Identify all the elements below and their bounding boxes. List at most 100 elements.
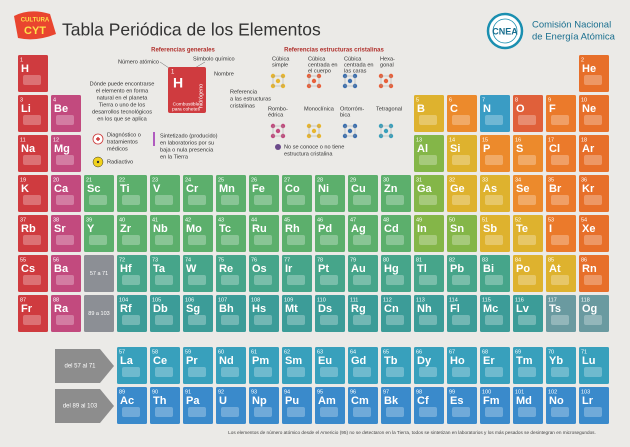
element-cell xyxy=(513,95,543,132)
legend-label: Número atómico xyxy=(118,59,159,65)
element-cell xyxy=(546,295,576,332)
element-cell xyxy=(216,295,246,332)
atomic-number: 15 xyxy=(482,137,488,143)
legend-label: Tierra o uno de los xyxy=(99,102,146,108)
element-symbol: Os xyxy=(252,263,267,275)
element-image xyxy=(122,275,140,285)
element-cell xyxy=(579,175,609,212)
element-image xyxy=(155,367,173,377)
element-image xyxy=(518,115,536,125)
element-symbol: Eu xyxy=(318,355,332,367)
element-cell xyxy=(216,387,246,424)
atomic-number: 4 xyxy=(53,97,56,103)
element-image xyxy=(518,275,536,285)
element-image xyxy=(23,155,41,165)
element-image xyxy=(452,315,470,325)
element-image xyxy=(287,407,305,417)
element-cell xyxy=(249,295,279,332)
element-image xyxy=(287,367,305,377)
crystal-label: centrada en xyxy=(308,62,338,68)
element-image xyxy=(485,315,503,325)
legend-label: Referencia xyxy=(230,89,258,95)
atomic-number: 93 xyxy=(251,389,257,395)
legend-label: en la Tierra xyxy=(160,154,189,160)
atomic-number: 53 xyxy=(548,217,554,223)
atomic-number: 56 xyxy=(53,257,59,263)
atomic-number: 7 xyxy=(482,97,485,103)
element-image xyxy=(122,315,140,325)
element-cell xyxy=(546,387,576,424)
element-cell xyxy=(546,215,576,252)
element-symbol: Se xyxy=(516,183,529,195)
element-symbol: Er xyxy=(483,355,495,367)
element-cell xyxy=(84,215,114,252)
element-symbol: Te xyxy=(516,223,528,235)
element-image xyxy=(122,235,140,245)
element-image xyxy=(56,115,74,125)
element-symbol: Nh xyxy=(417,303,432,315)
arrow xyxy=(55,349,114,383)
atomic-number: 32 xyxy=(449,177,455,183)
atomic-number: 104 xyxy=(119,297,128,303)
atomic-number: 86 xyxy=(581,257,587,263)
element-symbol: At xyxy=(549,263,561,275)
element-image xyxy=(386,367,404,377)
element-cell xyxy=(447,95,477,132)
atomic-number: 74 xyxy=(185,257,191,263)
element-symbol: Ca xyxy=(54,183,69,195)
crystal-icon xyxy=(344,75,356,87)
atomic-number: 31 xyxy=(416,177,422,183)
element-cell xyxy=(447,215,477,252)
element-symbol: Pb xyxy=(450,263,464,275)
atomic-number: 76 xyxy=(251,257,257,263)
element-cell xyxy=(216,255,246,292)
element-symbol: Cu xyxy=(351,183,366,195)
element-image xyxy=(188,195,206,205)
element-image xyxy=(518,195,536,205)
element-cell xyxy=(51,95,81,132)
crystal-icon xyxy=(383,78,389,84)
atomic-number: 92 xyxy=(218,389,224,395)
atomic-number: 108 xyxy=(251,297,260,303)
element-symbol: Lv xyxy=(516,303,530,315)
element-symbol: F xyxy=(549,103,556,115)
element-cell xyxy=(18,255,48,292)
atomic-number: 39 xyxy=(86,217,92,223)
element-symbol: Mo xyxy=(186,223,202,235)
element-symbol: P xyxy=(483,143,490,155)
element-cell xyxy=(381,215,411,252)
element-symbol: Fr xyxy=(21,303,33,315)
element-image xyxy=(155,315,173,325)
atomic-number: 51 xyxy=(482,217,488,223)
element-symbol: Pa xyxy=(186,395,200,407)
element-cell xyxy=(216,215,246,252)
atomic-number: 62 xyxy=(284,349,290,355)
element-symbol: Sn xyxy=(450,223,464,235)
element-symbol: Nd xyxy=(219,355,234,367)
atomic-number: 97 xyxy=(383,389,389,395)
element-symbol: Db xyxy=(153,303,168,315)
crystal-label: Cúbica xyxy=(344,56,362,62)
element-image xyxy=(221,367,239,377)
element-symbol: Au xyxy=(351,263,366,275)
element-image xyxy=(452,367,470,377)
atomic-number: 88 xyxy=(53,297,59,303)
crystal-icon xyxy=(272,75,284,87)
element-cell xyxy=(480,135,510,172)
element-cells: 1H2He3Li4Be5B6C7N8O9F10Ne11Na12Mg13Al14S… xyxy=(18,55,609,424)
element-image xyxy=(188,407,206,417)
unknown-icon xyxy=(275,144,281,150)
element-image xyxy=(452,155,470,165)
crystal-icon xyxy=(311,128,317,134)
atomic-number: 65 xyxy=(383,349,389,355)
element-image xyxy=(386,235,404,245)
element-symbol: Mc xyxy=(483,303,498,315)
element-cell xyxy=(480,347,510,384)
atomic-number: 17 xyxy=(548,137,554,143)
element-image xyxy=(551,315,569,325)
atomic-number: 107 xyxy=(218,297,227,303)
cnea-logo: CNEA Comisión Nacional de Energía Atómic… xyxy=(486,12,616,50)
atomic-number: 87 xyxy=(20,297,26,303)
element-image xyxy=(254,367,272,377)
